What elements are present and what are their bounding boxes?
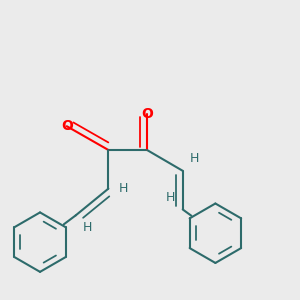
Text: O: O [141,107,153,121]
Text: H: H [118,182,128,195]
Text: H: H [190,152,199,165]
Text: H: H [83,221,92,234]
Text: H: H [166,191,176,204]
Text: O: O [61,119,73,133]
